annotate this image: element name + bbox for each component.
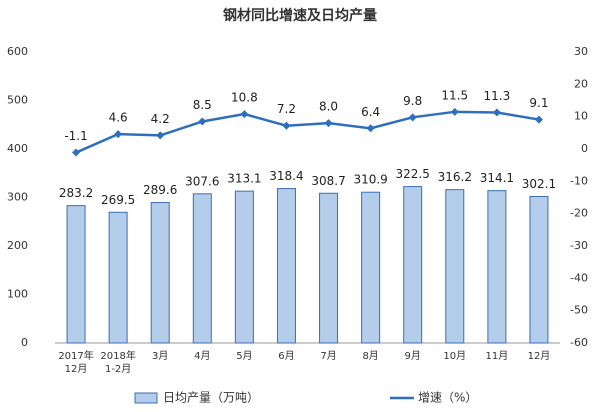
bar-value-label: 308.7 [311, 174, 345, 188]
bar [319, 192, 339, 344]
y-tick-label: 500 [7, 94, 28, 107]
bar [66, 205, 86, 344]
bar-value-label: 314.1 [480, 171, 514, 185]
bar-value-label: 313.1 [227, 172, 261, 186]
line-value-label: 6.4 [361, 105, 380, 119]
y2-tick-label: -40 [570, 271, 588, 284]
line-marker [534, 115, 543, 124]
bar-value-label: 269.5 [101, 193, 135, 207]
bar-value-label: 307.6 [185, 174, 219, 188]
x-tick-label: 2017年 12月 [58, 349, 93, 375]
line-marker [282, 121, 291, 130]
line-marker [198, 117, 207, 126]
line-value-label: 4.6 [109, 111, 128, 125]
bar [192, 193, 212, 344]
bar-value-label: 289.6 [143, 183, 177, 197]
legend-swatch [134, 392, 158, 404]
line-marker [240, 110, 249, 119]
x-tick-label: 9月 [405, 350, 421, 362]
x-tick-label: 5月 [236, 350, 252, 362]
line-value-label: 8.5 [193, 98, 212, 112]
x-tick-label: 4月 [194, 350, 210, 362]
y2-tick-label: -60 [570, 336, 588, 349]
line-marker [156, 131, 165, 140]
line-marker [366, 124, 375, 133]
bar [361, 191, 381, 344]
bar [403, 186, 423, 344]
y2-tick-label: 10 [574, 110, 588, 123]
y-tick-label: 400 [7, 142, 28, 155]
y2-tick-label: 0 [581, 142, 588, 155]
x-tick-label: 11月 [486, 350, 509, 362]
line-marker [408, 113, 417, 122]
x-tick-label: 6月 [278, 350, 294, 362]
bar-value-label: 318.4 [269, 169, 303, 183]
line-value-label: 7.2 [277, 102, 296, 116]
chart-title: 钢材同比增速及日均产量 [223, 7, 377, 24]
x-tick-label: 3月 [152, 350, 168, 362]
line-marker [450, 107, 459, 116]
bar [108, 211, 128, 344]
bar [276, 188, 296, 344]
y-tick-label: 600 [7, 45, 28, 58]
bar [529, 195, 549, 344]
bar-value-label: 283.2 [59, 186, 93, 200]
line-marker [114, 130, 123, 139]
bar [487, 190, 507, 344]
line-marker [492, 108, 501, 117]
x-tick-label: 2018年 1-2月 [100, 349, 135, 375]
legend-label: 增速（%） [418, 391, 477, 405]
x-tick-label: 12月 [528, 350, 551, 362]
bar-value-label: 310.9 [353, 173, 387, 187]
y2-tick-label: -20 [570, 207, 588, 220]
y-tick-label: 0 [21, 336, 28, 349]
x-tick-label: 10月 [443, 350, 466, 362]
bar [445, 189, 465, 344]
line-value-label: 11.5 [441, 88, 468, 102]
y2-tick-label: 20 [574, 77, 588, 90]
bar [234, 190, 254, 344]
y2-tick-label: -30 [570, 239, 588, 252]
y2-tick-label: -50 [570, 304, 588, 317]
y2-tick-label: 30 [574, 45, 588, 58]
line-value-label: 9.8 [403, 94, 422, 108]
line-value-label: 10.8 [231, 91, 258, 105]
bar-value-label: 322.5 [396, 167, 430, 181]
line-value-label: 11.3 [484, 89, 511, 103]
line-value-label: -1.1 [64, 129, 87, 143]
line-marker [324, 119, 333, 128]
x-tick-label: 7月 [320, 350, 336, 362]
y-tick-label: 300 [7, 191, 28, 204]
line-value-label: 8.0 [319, 100, 338, 114]
legend-label: 日均产量（万吨） [163, 391, 259, 405]
line [75, 110, 540, 154]
bar-value-label: 316.2 [438, 170, 472, 184]
line-value-label: 9.1 [529, 96, 548, 110]
x-tick-label: 8月 [362, 350, 378, 362]
line-value-label: 4.2 [151, 112, 170, 126]
line-marker [72, 148, 81, 157]
y-tick-label: 100 [7, 288, 28, 301]
bar-value-label: 302.1 [522, 177, 556, 191]
y2-tick-label: -10 [570, 174, 588, 187]
bar [150, 202, 170, 344]
y-tick-label: 200 [7, 239, 28, 252]
